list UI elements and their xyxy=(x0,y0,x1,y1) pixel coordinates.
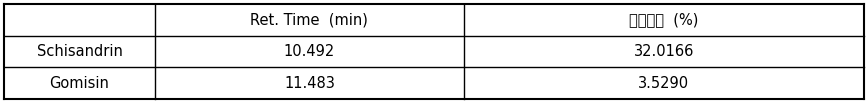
Bar xyxy=(4,67,155,99)
Bar xyxy=(155,36,464,67)
Bar xyxy=(155,67,464,99)
Text: 11.483: 11.483 xyxy=(284,76,335,91)
Text: 32.0166: 32.0166 xyxy=(634,44,694,59)
Text: Schisandrin: Schisandrin xyxy=(36,44,122,59)
Bar xyxy=(155,4,464,36)
Text: 3.5290: 3.5290 xyxy=(638,76,689,91)
Text: Ret. Time  (min): Ret. Time (min) xyxy=(251,12,368,27)
Bar xyxy=(4,36,155,67)
Bar xyxy=(464,67,864,99)
Bar xyxy=(464,36,864,67)
Text: 10.492: 10.492 xyxy=(284,44,335,59)
Text: 상대함량  (%): 상대함량 (%) xyxy=(629,12,699,27)
Bar xyxy=(464,4,864,36)
Text: Gomisin: Gomisin xyxy=(49,76,109,91)
Bar xyxy=(4,4,155,36)
